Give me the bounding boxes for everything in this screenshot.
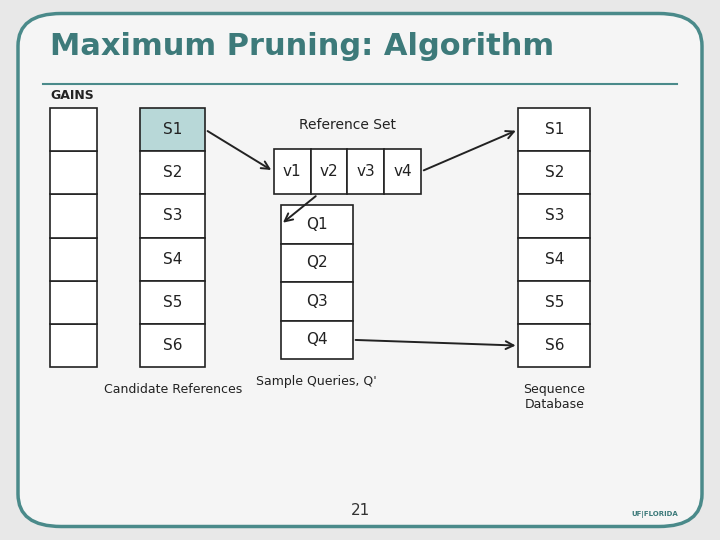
Bar xyxy=(140,108,205,151)
Bar xyxy=(50,108,97,151)
Text: Q1: Q1 xyxy=(306,217,328,232)
Text: S3: S3 xyxy=(163,208,183,224)
Text: v2: v2 xyxy=(320,164,338,179)
Text: Q4: Q4 xyxy=(306,332,328,347)
Bar xyxy=(347,148,384,194)
Bar xyxy=(281,244,353,282)
Text: S4: S4 xyxy=(545,252,564,267)
Text: S6: S6 xyxy=(544,338,564,353)
Text: S1: S1 xyxy=(163,122,182,137)
Bar xyxy=(50,238,97,281)
Text: Q2: Q2 xyxy=(306,255,328,271)
Text: S2: S2 xyxy=(163,165,182,180)
Text: S3: S3 xyxy=(544,208,564,224)
Bar xyxy=(274,148,310,194)
Text: S1: S1 xyxy=(545,122,564,137)
Bar xyxy=(281,321,353,359)
Bar xyxy=(140,151,205,194)
Bar xyxy=(310,148,348,194)
Bar xyxy=(50,324,97,367)
Bar xyxy=(140,281,205,324)
Text: S4: S4 xyxy=(163,252,182,267)
Text: v4: v4 xyxy=(393,164,412,179)
Bar xyxy=(518,281,590,324)
Text: Q3: Q3 xyxy=(306,294,328,309)
Text: UF|FLORIDA: UF|FLORIDA xyxy=(632,511,678,518)
Bar xyxy=(281,205,353,244)
Text: Sequence
Database: Sequence Database xyxy=(523,383,585,411)
Bar xyxy=(50,281,97,324)
Bar xyxy=(518,194,590,238)
Text: Maximum Pruning: Algorithm: Maximum Pruning: Algorithm xyxy=(50,32,554,62)
Bar xyxy=(140,194,205,238)
Text: S6: S6 xyxy=(163,338,183,353)
Bar xyxy=(281,282,353,321)
Bar xyxy=(518,151,590,194)
Bar xyxy=(518,238,590,281)
Text: Candidate References: Candidate References xyxy=(104,383,242,396)
Text: v1: v1 xyxy=(283,164,302,179)
Text: 21: 21 xyxy=(351,503,369,518)
Text: S2: S2 xyxy=(545,165,564,180)
Bar xyxy=(50,194,97,238)
Text: Reference Set: Reference Set xyxy=(299,118,396,132)
Text: Sample Queries, Q': Sample Queries, Q' xyxy=(256,375,377,388)
Bar xyxy=(140,238,205,281)
Text: S5: S5 xyxy=(163,295,182,310)
Bar xyxy=(50,151,97,194)
Text: v3: v3 xyxy=(356,164,375,179)
Bar xyxy=(518,324,590,367)
Text: GAINS: GAINS xyxy=(50,89,94,102)
Bar xyxy=(140,324,205,367)
Bar xyxy=(518,108,590,151)
Text: S5: S5 xyxy=(545,295,564,310)
Bar xyxy=(384,148,421,194)
